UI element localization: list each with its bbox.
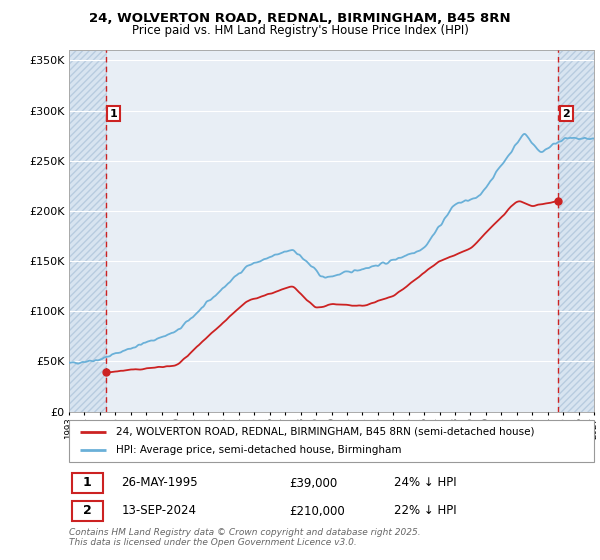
Text: 2: 2: [83, 505, 92, 517]
Text: 1: 1: [110, 109, 118, 119]
Text: 24% ↓ HPI: 24% ↓ HPI: [395, 477, 457, 489]
Text: 24, WOLVERTON ROAD, REDNAL, BIRMINGHAM, B45 8RN: 24, WOLVERTON ROAD, REDNAL, BIRMINGHAM, …: [89, 12, 511, 25]
Bar: [69, 50, 106, 412]
Text: £39,000: £39,000: [290, 477, 338, 489]
Bar: [71, 473, 103, 493]
Text: 1: 1: [83, 477, 92, 489]
Text: 13-SEP-2024: 13-SEP-2024: [121, 505, 197, 517]
Text: £210,000: £210,000: [290, 505, 345, 517]
Text: 22% ↓ HPI: 22% ↓ HPI: [395, 505, 457, 517]
Text: Price paid vs. HM Land Registry's House Price Index (HPI): Price paid vs. HM Land Registry's House …: [131, 24, 469, 36]
Text: 26-MAY-1995: 26-MAY-1995: [121, 477, 198, 489]
Text: 2: 2: [562, 109, 570, 119]
Text: Contains HM Land Registry data © Crown copyright and database right 2025.
This d: Contains HM Land Registry data © Crown c…: [69, 528, 421, 547]
Text: HPI: Average price, semi-detached house, Birmingham: HPI: Average price, semi-detached house,…: [116, 445, 402, 455]
Bar: [71, 501, 103, 521]
Text: 24, WOLVERTON ROAD, REDNAL, BIRMINGHAM, B45 8RN (semi-detached house): 24, WOLVERTON ROAD, REDNAL, BIRMINGHAM, …: [116, 427, 535, 437]
Bar: [559, 50, 594, 412]
